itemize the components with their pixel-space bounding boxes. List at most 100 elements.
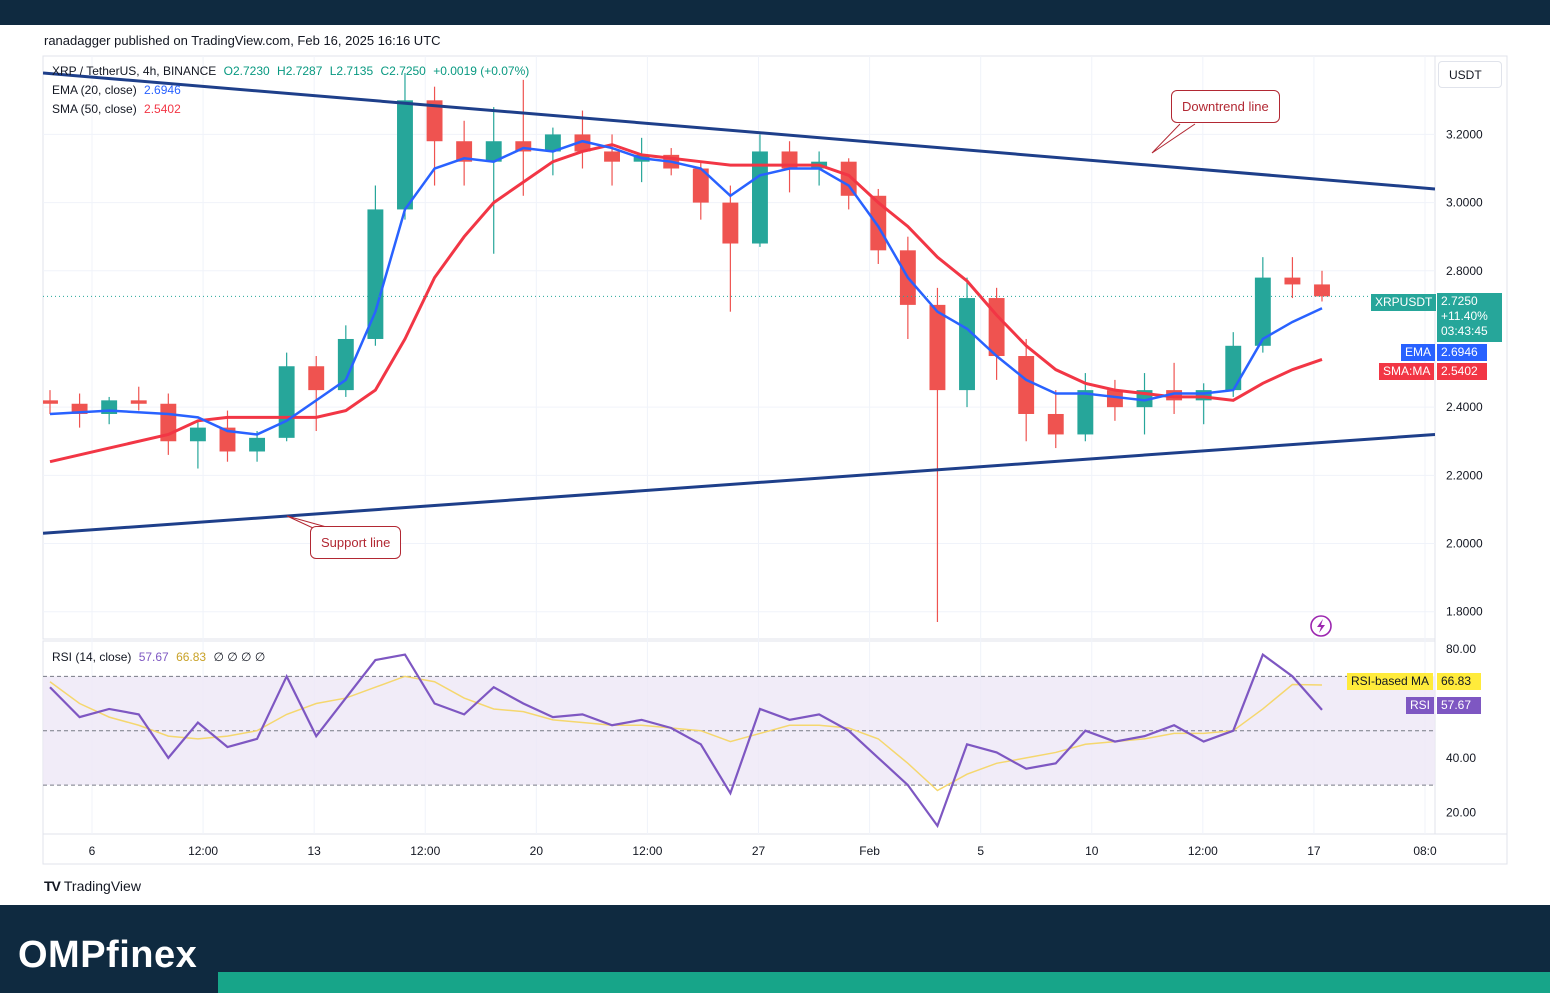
- rsi-extra-values: ∅ ∅ ∅ ∅: [213, 650, 266, 664]
- candle-body: [1106, 390, 1123, 408]
- price-tick-label: 2.0000: [1446, 537, 1483, 551]
- sma-50-line: [49, 143, 1323, 464]
- rsi-value: 57.67: [138, 650, 169, 664]
- tradingview-logo[interactable]: TV TradingView: [44, 878, 141, 894]
- ema-tag: EMA: [1401, 344, 1436, 361]
- rsi-ma-tag: RSI-based MA: [1347, 673, 1434, 690]
- rsi-tick-label: 20.00: [1446, 805, 1476, 819]
- rsi-ma-value: 66.83: [176, 650, 207, 664]
- brand-logo: OMPfinex: [18, 934, 198, 976]
- time-axis-panel[interactable]: [42, 833, 1508, 865]
- last-price-box: 2.7250 +11.40% 03:43:45: [1437, 293, 1502, 342]
- time-tick-label: 10: [1085, 844, 1099, 858]
- lightning-icon[interactable]: [1310, 615, 1332, 637]
- ohlc-legend[interactable]: XRP / TetherUS, 4h, BINANCE O2.7230 H2.7…: [52, 64, 533, 78]
- price-tick-label: 2.4000: [1446, 400, 1483, 414]
- last-price-change: +11.40%: [1441, 309, 1488, 323]
- ema-20-line: [49, 139, 1323, 436]
- support-callout[interactable]: Support line: [310, 526, 402, 559]
- rsi-tick-label: 40.00: [1446, 751, 1476, 765]
- last-price-value: 2.7250: [1441, 294, 1478, 308]
- rsi-value-tag: 57.67: [1437, 697, 1481, 714]
- grid-layer: [43, 56, 1435, 834]
- price-tick-label: 3.2000: [1446, 127, 1483, 141]
- candle-body: [1077, 390, 1094, 435]
- candle-body: [929, 304, 946, 391]
- candle-body: [515, 141, 532, 152]
- symbol-title: XRP / TetherUS, 4h, BINANCE: [52, 64, 217, 78]
- candle-body: [574, 134, 591, 152]
- candle-body: [337, 338, 354, 391]
- candle-body: [308, 366, 325, 391]
- candle-body: [1047, 413, 1064, 435]
- candle-body: [219, 427, 236, 452]
- candle-body: [1166, 390, 1183, 401]
- ema-label: EMA (20, close): [52, 83, 137, 97]
- publisher-caption: ranadagger published on TradingView.com,…: [44, 33, 441, 48]
- ema-legend[interactable]: EMA (20, close) 2.6946: [52, 83, 185, 97]
- ema-value-tag: 2.6946: [1437, 344, 1487, 361]
- time-tick-label: 5: [977, 844, 984, 858]
- sma-legend[interactable]: SMA (50, close) 2.5402: [52, 102, 185, 116]
- price-tick-label: 2.2000: [1446, 468, 1483, 482]
- downtrend-line: [43, 71, 1435, 191]
- candle-body: [722, 202, 739, 244]
- currency-button[interactable]: USDT: [1438, 61, 1502, 88]
- tv-logo-text: TradingView: [63, 878, 141, 894]
- time-tick-label: 12:00: [410, 844, 440, 858]
- price-tick-label: 3.0000: [1446, 196, 1483, 210]
- candle-body: [840, 161, 857, 196]
- high-value: H2.7287: [277, 64, 323, 78]
- time-tick-label: 6: [89, 844, 96, 858]
- time-tick-label: 12:00: [632, 844, 662, 858]
- low-value: L2.7135: [329, 64, 374, 78]
- close-value: C2.7250: [380, 64, 426, 78]
- rsi-tick-label: 80.00: [1446, 642, 1476, 656]
- sma-label: SMA (50, close): [52, 102, 137, 116]
- support-callout-tail: [286, 515, 331, 529]
- time-tick-label: 17: [1307, 844, 1321, 858]
- candles-layer: [43, 73, 1330, 622]
- candle-body: [870, 195, 887, 251]
- axis-labels-layer: 3.2000 3.0000 2.8000 2.4000 2.2000 2.0000 1.80…: [89, 127, 1483, 858]
- callout-tails: [286, 123, 1196, 529]
- ema-value: 2.6946: [144, 83, 181, 97]
- candle-body: [959, 298, 975, 391]
- time-tick-label: 08:0: [1413, 844, 1437, 858]
- candle-body: [130, 400, 147, 404]
- candle-body: [456, 141, 473, 162]
- price-axis-panel[interactable]: [1434, 55, 1508, 835]
- candle-body: [1018, 356, 1035, 414]
- candle-body: [1284, 277, 1301, 285]
- bar-countdown: 03:43:45: [1441, 324, 1488, 338]
- candle-body: [1314, 284, 1330, 297]
- candle-body: [544, 134, 561, 152]
- rsi-legend[interactable]: RSI (14, close) 57.67 66.83 ∅ ∅ ∅ ∅: [52, 650, 269, 664]
- downtrend-callout[interactable]: Downtrend line: [1171, 90, 1280, 123]
- candle-body: [1254, 277, 1271, 346]
- candle-body: [71, 403, 88, 414]
- rsi-label: RSI (14, close): [52, 650, 132, 664]
- moving-averages-layer: [43, 139, 1435, 464]
- candle-body: [43, 400, 58, 404]
- candle-body: [604, 151, 620, 162]
- time-tick-label: Feb: [859, 844, 880, 858]
- top-banner: [0, 0, 1550, 25]
- footer-accent-stripe: [218, 972, 1550, 993]
- candle-body: [1195, 390, 1212, 401]
- candle-body: [397, 100, 413, 210]
- rsi-line: [49, 652, 1323, 829]
- support-line: [43, 432, 1435, 535]
- candle-body: [278, 366, 295, 438]
- sma-tag: SMA:MA: [1379, 363, 1435, 380]
- candle-body: [1225, 345, 1242, 391]
- candle-body: [485, 141, 502, 162]
- candle-body: [249, 437, 266, 452]
- price-tick-label: 1.8000: [1446, 605, 1483, 619]
- change-value: +0.0019 (+0.07%): [433, 64, 530, 78]
- trendlines-layer: [43, 71, 1435, 535]
- downtrend-callout-tail: [1151, 123, 1196, 154]
- time-tick-label: 13: [307, 844, 321, 858]
